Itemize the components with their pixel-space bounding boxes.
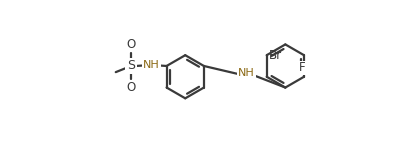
Text: S: S	[127, 59, 135, 73]
Text: O: O	[127, 38, 136, 51]
Text: F: F	[299, 61, 306, 74]
Text: Br: Br	[269, 49, 282, 62]
Text: NH: NH	[143, 60, 160, 70]
Text: O: O	[127, 81, 136, 94]
Text: NH: NH	[238, 68, 255, 78]
